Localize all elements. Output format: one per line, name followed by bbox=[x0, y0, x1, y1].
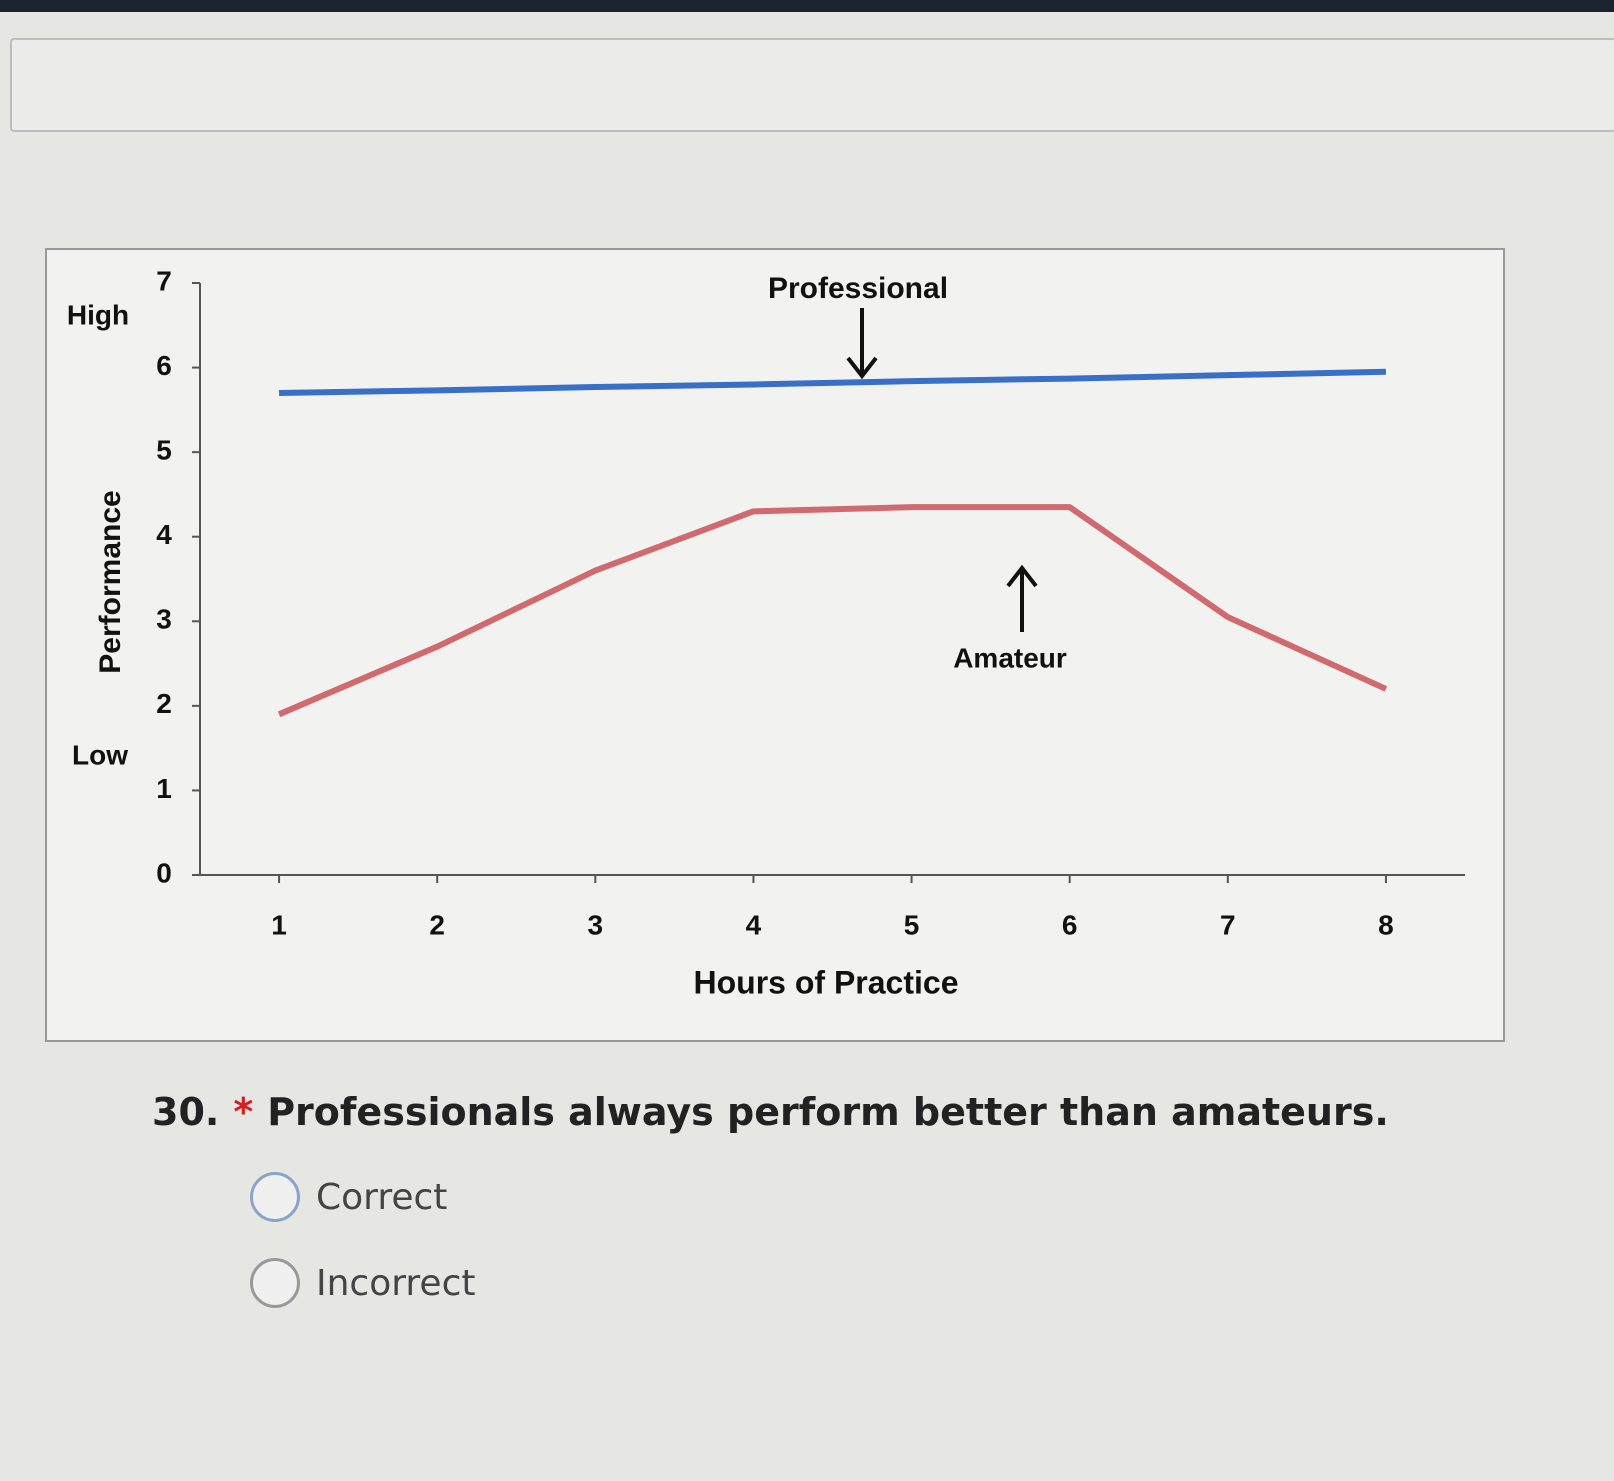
annotation: Professional bbox=[768, 272, 948, 305]
chart-frame bbox=[45, 248, 1505, 1042]
x-tick-label: 8 bbox=[1378, 909, 1394, 940]
y-tick-label: 7 bbox=[156, 265, 172, 296]
x-tick-label: 3 bbox=[588, 909, 604, 940]
question-number: 30. bbox=[152, 1090, 220, 1134]
y-high-label: High bbox=[67, 299, 129, 330]
x-tick-label: 4 bbox=[746, 909, 762, 940]
question-text: Professionals always perform better than… bbox=[267, 1090, 1389, 1134]
x-tick-label: 1 bbox=[271, 909, 287, 940]
option-label[interactable]: Correct bbox=[316, 1176, 448, 1218]
x-tick-label: 2 bbox=[429, 909, 445, 940]
question: 30. * Professionals always perform better … bbox=[152, 1090, 1389, 1134]
radio-button[interactable] bbox=[250, 1172, 300, 1222]
x-tick-label: 7 bbox=[1220, 909, 1236, 940]
y-tick-label: 5 bbox=[156, 435, 172, 466]
option-label[interactable]: Incorrect bbox=[316, 1262, 476, 1304]
y-tick-label: 0 bbox=[156, 857, 172, 888]
radio-button[interactable] bbox=[250, 1258, 300, 1308]
option[interactable]: Incorrect bbox=[250, 1258, 476, 1308]
x-tick-label: 5 bbox=[904, 909, 920, 940]
top-bar bbox=[0, 0, 1614, 12]
arrow bbox=[846, 308, 878, 380]
y-axis-label: Performance bbox=[94, 490, 127, 673]
x-tick-label: 6 bbox=[1062, 909, 1078, 940]
y-tick-label: 6 bbox=[156, 350, 172, 381]
annotation: Amateur bbox=[953, 642, 1067, 673]
y-tick-label: 2 bbox=[156, 688, 172, 719]
line bbox=[277, 504, 1388, 718]
y-tick-label: 1 bbox=[156, 773, 172, 804]
required-mark: * bbox=[233, 1090, 254, 1134]
line bbox=[279, 368, 1387, 396]
option[interactable]: Correct bbox=[250, 1172, 447, 1222]
y-tick-label: 3 bbox=[156, 604, 172, 635]
x-axis-label: Hours of Practice bbox=[694, 964, 959, 1000]
text-box bbox=[10, 38, 1614, 132]
y-tick-label: 4 bbox=[156, 519, 172, 550]
arrow bbox=[1006, 564, 1038, 632]
y-low-label: Low bbox=[72, 739, 128, 770]
